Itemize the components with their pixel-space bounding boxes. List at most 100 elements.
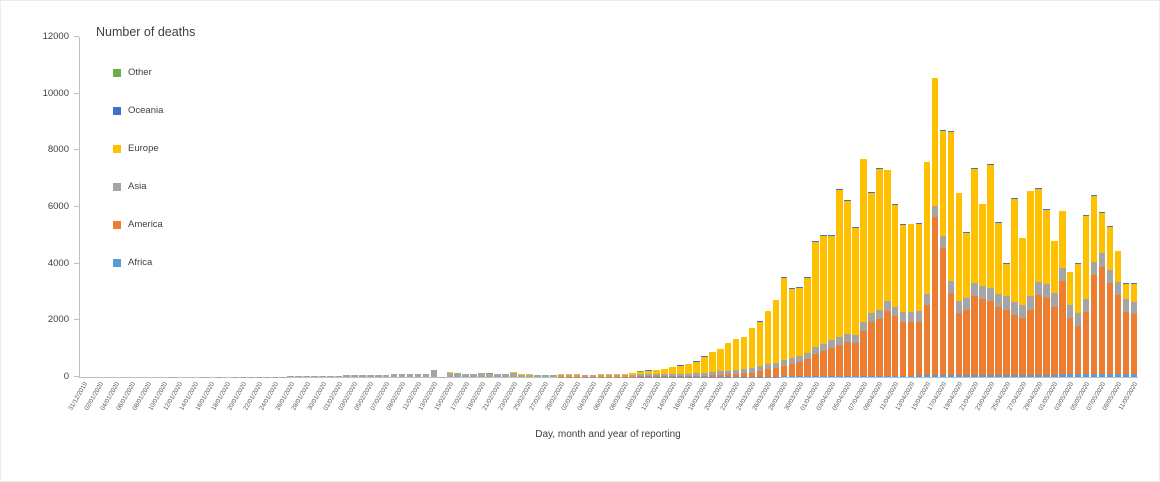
- segment-europe: [629, 373, 637, 376]
- segment-america: [860, 330, 867, 376]
- segment-oceania: [740, 336, 748, 338]
- segment-asia: [979, 285, 986, 299]
- segment-oceania: [565, 373, 573, 375]
- bar-11/04/2020: [891, 37, 899, 377]
- bar-27/03/2020: [772, 37, 780, 377]
- segment-oceania: [732, 338, 740, 340]
- segment-oceania: [1082, 215, 1090, 216]
- segment-america: [955, 312, 963, 376]
- segment-oceania: [1003, 263, 1010, 264]
- segment-asia: [836, 337, 843, 345]
- segment-europe: [987, 164, 994, 289]
- segment-asia: [891, 306, 899, 317]
- segment-europe: [526, 374, 533, 375]
- segment-america: [1090, 275, 1098, 375]
- segment-oceania: [780, 277, 788, 278]
- segment-america: [732, 373, 740, 377]
- segment-asia: [828, 340, 835, 348]
- segment-america: [1098, 266, 1106, 375]
- segment-asia: [780, 360, 788, 366]
- segment-oceania: [1050, 240, 1058, 242]
- bar-28/03/2020: [780, 37, 788, 377]
- segment-asia: [1074, 313, 1082, 327]
- segment-america: [796, 362, 804, 377]
- bar-06/05/2020: [1090, 37, 1098, 377]
- segment-europe: [907, 224, 915, 312]
- bar-09/02/2020: [398, 37, 406, 377]
- segment-america: [883, 310, 891, 376]
- bar-11/02/2020: [414, 37, 422, 377]
- segment-asia: [1114, 281, 1122, 295]
- segment-oceania: [796, 287, 804, 288]
- bar-05/02/2020: [366, 37, 374, 377]
- bar-26/04/2020: [1011, 37, 1019, 377]
- bar-17/04/2020: [939, 37, 947, 377]
- bar-16/01/2020: [207, 37, 215, 377]
- bar-18/02/2020: [470, 37, 478, 377]
- segment-asia: [740, 368, 748, 374]
- segment-africa: [931, 375, 939, 377]
- segment-africa: [1090, 374, 1098, 377]
- segment-asia: [486, 373, 493, 377]
- segment-america: [740, 373, 748, 377]
- bar-29/03/2020: [788, 37, 796, 377]
- bar-19/01/2020: [231, 37, 239, 377]
- segment-europe: [732, 339, 740, 370]
- segment-europe: [955, 193, 963, 301]
- segment-america: [828, 347, 835, 377]
- segment-africa: [780, 376, 788, 377]
- segment-europe: [534, 374, 541, 376]
- segment-oceania: [804, 277, 811, 278]
- bar-04/02/2020: [358, 37, 366, 377]
- bar-18/01/2020: [223, 37, 231, 377]
- segment-america: [780, 365, 788, 377]
- legend-item-asia: Asia: [96, 181, 195, 193]
- y-tick-mark: [74, 262, 79, 264]
- bar-12/04/2020: [899, 37, 907, 377]
- bar-07/04/2020: [859, 37, 867, 377]
- segment-asia: [518, 374, 525, 377]
- bar-03/03/2020: [581, 37, 589, 377]
- segment-asia: [677, 373, 684, 376]
- segment-asia: [772, 362, 780, 368]
- bar-20/02/2020: [486, 37, 494, 377]
- segment-america: [1066, 317, 1074, 375]
- segment-europe: [1043, 209, 1050, 285]
- segment-asia: [343, 375, 350, 377]
- segment-europe: [740, 337, 748, 369]
- segment-america: [653, 376, 660, 377]
- segment-america: [1106, 283, 1114, 375]
- segment-america: [876, 319, 883, 376]
- segment-asia: [247, 376, 255, 377]
- segment-america: [756, 370, 764, 377]
- y-tick-mark: [74, 36, 79, 37]
- segment-oceania: [1098, 212, 1106, 213]
- segment-africa: [764, 376, 772, 377]
- segment-america: [891, 316, 899, 376]
- segment-africa: [891, 375, 899, 377]
- segment-europe: [1074, 263, 1082, 314]
- bar-05/04/2020: [844, 37, 852, 377]
- segment-europe: [891, 204, 899, 307]
- bar-08/02/2020: [390, 37, 398, 377]
- segment-asia: [764, 364, 772, 370]
- segment-asia: [414, 374, 422, 377]
- bar-25/01/2020: [279, 37, 287, 377]
- segment-america: [621, 376, 629, 377]
- segment-europe: [820, 235, 827, 344]
- segment-america: [995, 306, 1002, 375]
- segment-america: [907, 321, 915, 376]
- segment-asia: [287, 376, 295, 377]
- bar-25/03/2020: [756, 37, 764, 377]
- legend-label: Europe: [128, 143, 159, 154]
- segment-europe: [708, 352, 716, 373]
- segment-asia: [1098, 252, 1106, 267]
- segment-asia: [478, 373, 485, 377]
- legend-label: Africa: [128, 257, 153, 268]
- segment-africa: [955, 375, 963, 377]
- segment-asia: [1090, 261, 1098, 276]
- segment-europe: [939, 130, 947, 237]
- bar-24/03/2020: [748, 37, 756, 377]
- bar-01/02/2020: [335, 37, 343, 377]
- segment-africa: [701, 376, 708, 377]
